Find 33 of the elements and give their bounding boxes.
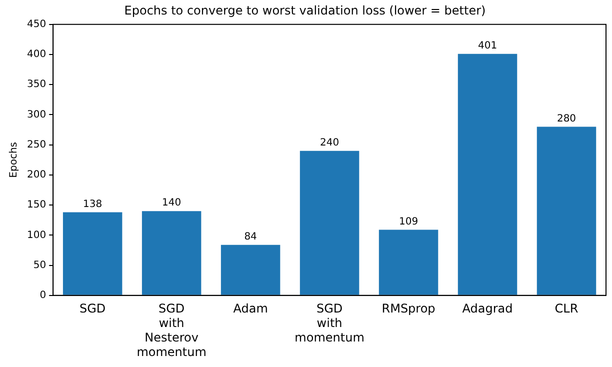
y-tick-label: 300 — [26, 109, 46, 120]
x-tick-label: SGD with momentum — [294, 302, 364, 345]
bar — [62, 212, 122, 295]
bar — [300, 150, 360, 295]
chart-title: Epochs to converge to worst validation loss (lower = better) — [124, 3, 486, 18]
y-tick-label: 250 — [26, 139, 46, 150]
x-tick-label: Adam — [233, 302, 268, 316]
y-tick-label: 400 — [26, 49, 46, 60]
data-label: 401 — [478, 40, 498, 52]
data-label: 240 — [320, 137, 340, 148]
x-tick-label: RMSprop — [382, 302, 436, 316]
y-tick-label: 0 — [40, 290, 46, 301]
y-tick-label: 100 — [26, 230, 46, 241]
x-tick-label: SGD — [80, 302, 106, 316]
data-label: 280 — [556, 113, 576, 124]
data-label: 140 — [162, 198, 182, 209]
bar — [142, 211, 202, 295]
bar — [536, 126, 596, 295]
x-tick-label: SGD with Nesterov momentum — [136, 302, 206, 359]
bar — [220, 244, 280, 295]
y-tick-label: 200 — [26, 170, 46, 181]
bar — [378, 230, 438, 295]
y-tick-label: 450 — [26, 18, 46, 30]
data-label: 84 — [244, 231, 257, 242]
y-axis-title: Epochs — [8, 142, 20, 178]
bar — [458, 54, 518, 295]
x-tick-label: Adagrad — [462, 302, 513, 316]
y-tick-label: 50 — [33, 260, 46, 271]
y-tick-label: 150 — [26, 200, 46, 211]
y-tick-label: 350 — [26, 79, 46, 90]
data-label: 109 — [398, 216, 418, 228]
x-tick-label: CLR — [554, 302, 578, 316]
data-label: 138 — [83, 198, 102, 210]
